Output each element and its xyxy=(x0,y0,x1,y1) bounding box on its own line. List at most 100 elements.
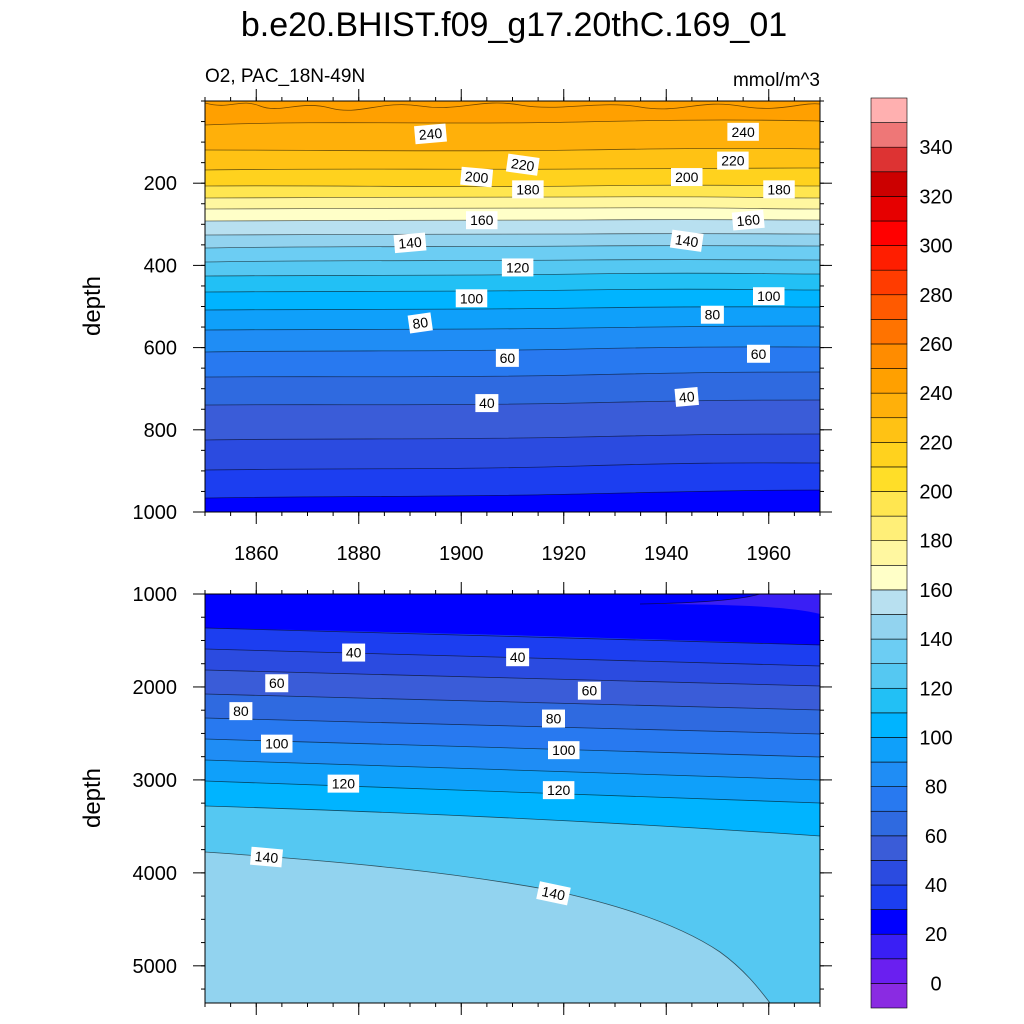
colorbar-box xyxy=(870,146,908,173)
contour-label-box xyxy=(671,168,703,187)
contour-label: 140 xyxy=(669,229,704,252)
chart-title: b.e20.BHIST.f09_g17.20thC.169_01 xyxy=(241,6,787,44)
y-tick-label: 1000 xyxy=(133,584,178,606)
contour-label: 220 xyxy=(505,153,540,176)
colorbar-boxes xyxy=(870,97,908,1009)
contour-label-box xyxy=(506,648,530,667)
y-tick-label: 3000 xyxy=(133,770,178,792)
contour-label-text: 60 xyxy=(269,675,285,691)
contour-label-box xyxy=(265,674,289,693)
colorbar-box xyxy=(870,835,908,861)
contour-label: 200 xyxy=(460,166,494,188)
x-tick-label: 1920 xyxy=(542,543,587,565)
contour-label-box xyxy=(407,312,433,334)
contour-label-box xyxy=(475,394,499,413)
y-tick-label: 800 xyxy=(144,420,177,442)
colorbar-box xyxy=(870,343,908,369)
contour-label-box xyxy=(753,287,785,306)
contour-label-box xyxy=(250,846,283,868)
contour-label: 80 xyxy=(407,312,433,334)
contour-label-text: 80 xyxy=(411,314,429,332)
y-tick-label: 400 xyxy=(144,255,177,277)
contour-label: 240 xyxy=(727,122,759,141)
colorbar-label: 220 xyxy=(919,432,952,454)
contour-line xyxy=(205,196,820,199)
contour-label: 140 xyxy=(393,232,427,254)
contour-label-box xyxy=(495,348,519,367)
colorbar-box xyxy=(870,245,908,271)
contour-line xyxy=(205,489,820,499)
contour-label-box xyxy=(327,774,360,793)
colorbar-label: 120 xyxy=(919,678,952,700)
contour-label-box xyxy=(460,166,494,188)
colorbar-box xyxy=(870,319,908,345)
contour-line xyxy=(205,167,820,171)
colorbar-label: 260 xyxy=(919,334,952,356)
colorbar-box xyxy=(870,860,908,886)
contour-label: 40 xyxy=(342,643,366,662)
contour-label-box xyxy=(414,123,447,145)
contour-label-text: 180 xyxy=(767,181,791,197)
contour-label: 140 xyxy=(536,881,571,906)
contour-line xyxy=(205,693,820,711)
contour-line xyxy=(205,462,820,471)
upper-y-axis: 200 400 600 800 1000 xyxy=(133,100,832,524)
y-tick-label: 2000 xyxy=(133,677,178,699)
contour-label: 120 xyxy=(501,258,534,277)
contour-label-box xyxy=(727,122,759,141)
contour-label-box xyxy=(717,151,749,170)
contour-line xyxy=(205,119,820,126)
contour-label: 40 xyxy=(506,648,530,667)
contour-label-box xyxy=(536,881,571,906)
colorbar-box xyxy=(870,810,908,837)
x-tick-label: 1880 xyxy=(337,543,382,565)
contour-label-text: 40 xyxy=(510,649,526,665)
contour-label: 60 xyxy=(747,344,770,363)
contour-label-text: 160 xyxy=(470,212,494,228)
colorbar-label: 20 xyxy=(925,924,947,946)
contour-label: 100 xyxy=(261,734,293,753)
colorbar-box xyxy=(870,122,908,148)
colorbar-box xyxy=(870,884,908,910)
contour-label-box xyxy=(455,289,488,308)
x-tick-label: 1860 xyxy=(234,543,279,565)
colorbar-label: 280 xyxy=(919,285,952,307)
contour-line xyxy=(205,669,820,687)
lower-filled-contours xyxy=(205,594,820,1003)
band-40-50 xyxy=(205,490,820,512)
colorbar-label: 200 xyxy=(919,482,952,504)
contour-label: 180 xyxy=(763,180,795,199)
y-tick-label: 600 xyxy=(144,338,177,360)
colorbar-label: 40 xyxy=(925,875,947,897)
contour-line xyxy=(205,805,820,837)
contour-label-text: 100 xyxy=(552,742,576,758)
contour-line xyxy=(205,272,820,277)
contour-label: 60 xyxy=(495,348,519,367)
contour-line xyxy=(205,399,820,406)
contour-label-text: 80 xyxy=(233,703,249,719)
upper-contour-labels: 240 240 220 220 200 200 180 180 160 160 140 140 120 1… xyxy=(393,122,795,413)
contour-label: 80 xyxy=(229,702,253,721)
colorbar-label: 80 xyxy=(925,777,947,799)
contour-label-box xyxy=(542,781,575,800)
contour-label-text: 100 xyxy=(757,288,781,304)
colorbar-box xyxy=(870,269,908,296)
colorbar-label: 320 xyxy=(919,186,952,208)
upper-x-axis: 1860 1880 1900 1920 1940 1960 xyxy=(204,89,821,565)
contour-label: 80 xyxy=(542,709,565,728)
x-tick-label: 1900 xyxy=(439,543,484,565)
upper-contour-lines xyxy=(205,102,820,499)
contour-label-box xyxy=(548,741,580,760)
contour-label: 120 xyxy=(327,774,360,793)
contour-line xyxy=(205,207,820,210)
colorbar-box xyxy=(870,442,908,468)
y-tick-label: 5000 xyxy=(133,956,178,978)
contour-line xyxy=(205,147,820,152)
contour-line xyxy=(205,102,820,111)
contour-label-text: 200 xyxy=(675,169,699,185)
band-140-150 xyxy=(205,852,770,1003)
contour-label-box xyxy=(747,344,770,363)
colorbar-box xyxy=(870,491,908,517)
contour-label-text: 160 xyxy=(736,211,761,229)
